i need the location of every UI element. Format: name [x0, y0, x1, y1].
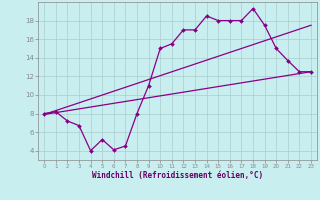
- X-axis label: Windchill (Refroidissement éolien,°C): Windchill (Refroidissement éolien,°C): [92, 171, 263, 180]
